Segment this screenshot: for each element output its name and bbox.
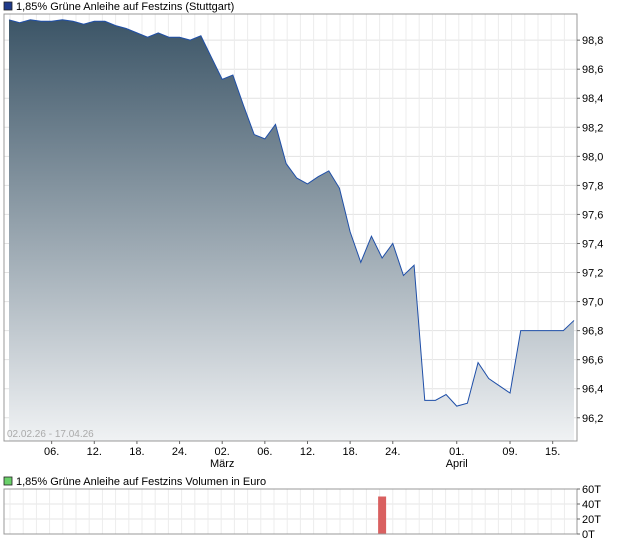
price-area-fill <box>9 19 574 442</box>
price-y-tick-label: 97,4 <box>582 238 603 250</box>
volume-chart-title: 1,85% Grüne Anleihe auf Festzins Volumen… <box>16 476 266 488</box>
volume-y-tick-label: 60T <box>582 484 601 496</box>
volume-plot-frame <box>3 488 578 535</box>
price-x-month-label: April <box>446 458 468 470</box>
price-series-line <box>8 19 575 407</box>
price-plot-frame <box>3 13 578 442</box>
price-y-tick-label: 98,2 <box>582 122 603 134</box>
price-y-tick-label: 97,2 <box>582 268 603 280</box>
price-x-tick-label: 12. <box>300 446 315 458</box>
price-x-tick-label: 09. <box>502 446 517 458</box>
price-y-tick-label: 98,6 <box>582 64 603 76</box>
date-range-label: 02.02.26 - 17.04.26 <box>7 429 94 440</box>
price-y-tick-label: 97,6 <box>582 209 603 221</box>
price-x-tick-label: 18. <box>342 446 357 458</box>
price-x-axis: 06. 12. 18. 24. 02. 06. 12. 18. 24. 01. 09. 15. März… <box>44 441 560 470</box>
price-x-tick-label: 02. <box>215 446 230 458</box>
price-x-tick-label: 06. <box>257 446 272 458</box>
price-x-tick-label: 24. <box>385 446 400 458</box>
volume-y-tick-label: 20T <box>582 514 601 526</box>
price-y-tick-label: 96,8 <box>582 326 603 338</box>
price-y-tick-label: 96,4 <box>582 384 603 396</box>
price-chart-title: 1,85% Grüne Anleihe auf Festzins (Stuttg… <box>16 1 234 13</box>
price-y-tick-label: 96,2 <box>582 413 603 425</box>
price-y-tick-label: 97,8 <box>582 180 603 192</box>
price-x-tick-label: 12. <box>87 446 102 458</box>
volume-grid <box>4 489 577 534</box>
volume-bars <box>378 496 387 534</box>
price-x-tick-label: 15. <box>545 446 560 458</box>
volume-y-tick-label: 0T <box>582 529 595 541</box>
price-y-tick-label: 97,0 <box>582 297 603 309</box>
price-y-axis: 96,2 96,4 96,6 96,8 97,0 97,2 97,4 97,6 97,8 98,0… <box>577 35 603 425</box>
price-area-layer <box>8 19 575 442</box>
price-x-tick-label: 01. <box>449 446 464 458</box>
price-y-tick-label: 98,8 <box>582 35 603 47</box>
volume-legend-swatch <box>3 476 13 486</box>
volume-y-tick-label: 40T <box>582 499 601 511</box>
price-legend-swatch <box>3 1 13 11</box>
price-x-tick-label: 06. <box>44 446 59 458</box>
price-y-tick-label: 98,0 <box>582 151 603 163</box>
volume-bar <box>378 496 387 534</box>
volume-y-axis: 60T 40T 20T 0T <box>577 484 601 541</box>
price-x-month-label: März <box>210 458 234 470</box>
price-y-tick-label: 96,6 <box>582 355 603 367</box>
price-x-tick-label: 18. <box>129 446 144 458</box>
price-x-tick-label: 24. <box>172 446 187 458</box>
price-y-tick-label: 98,4 <box>582 93 603 105</box>
